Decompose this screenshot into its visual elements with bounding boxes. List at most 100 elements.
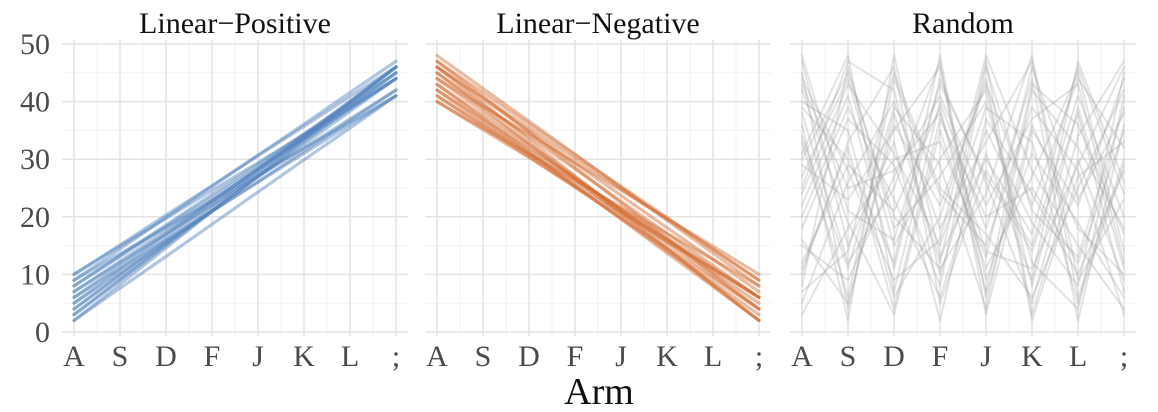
series-line-7	[72, 76, 398, 288]
x-tick-label: D	[155, 340, 177, 373]
series-line-20	[801, 54, 1125, 310]
series-line-26	[801, 71, 1125, 299]
series-line-7	[435, 94, 761, 299]
x-tick-label: K	[293, 340, 315, 373]
series-line-3	[435, 71, 761, 323]
series-line-14	[72, 94, 398, 282]
panel-1: Linear−Positive A S D F J K L;	[62, 7, 408, 373]
series-line-27	[801, 54, 1125, 299]
series-line-22	[801, 89, 1125, 310]
series-line-15	[801, 66, 1125, 299]
x-tick-label: A	[63, 340, 85, 373]
series-line-16	[801, 77, 1125, 322]
series-line-12	[72, 76, 398, 294]
panel-2: Linear−Negative A S D F J K L;	[425, 7, 771, 373]
series-line-18	[435, 65, 761, 294]
x-tick-label: S	[112, 340, 129, 373]
y-tick-label: 30	[20, 143, 50, 176]
y-axis: 0 10 20 30 40 50	[20, 28, 50, 349]
series-line-28	[801, 77, 1125, 305]
series-line-18	[801, 60, 1125, 287]
x-tick-label: J	[252, 340, 264, 373]
x-tick-label: D	[518, 340, 540, 373]
series-line-21	[801, 60, 1125, 299]
x-tick-label: F	[567, 340, 584, 373]
series-line-5	[435, 82, 761, 305]
series-line-14	[801, 66, 1125, 310]
series-line-1	[72, 65, 398, 323]
series-line-2	[435, 65, 761, 323]
series-line-10	[435, 59, 761, 282]
series-line-16	[72, 94, 398, 323]
series-line-8	[801, 66, 1125, 287]
x-tick-label: L	[341, 340, 359, 373]
x-tick-label: L	[1069, 340, 1087, 373]
x-tick-label: ;	[392, 340, 400, 373]
series-line-25	[801, 83, 1125, 305]
series-line-23	[801, 117, 1125, 310]
series-line-24	[801, 54, 1125, 293]
x-tick-label: L	[704, 340, 722, 373]
series-line-6	[72, 88, 398, 294]
series-line-4	[435, 76, 761, 311]
series-line-7	[801, 71, 1125, 316]
facet-title: Linear−Positive	[139, 7, 331, 40]
series-line-14	[435, 82, 761, 323]
series-line-9	[801, 77, 1125, 316]
series-line-30	[801, 66, 1125, 270]
series-line-3	[801, 66, 1125, 305]
y-tick-label: 10	[20, 258, 50, 291]
x-tick-label: F	[204, 340, 221, 373]
series-line-1	[801, 60, 1125, 316]
y-tick-label: 20	[20, 201, 50, 234]
series-line-13	[801, 54, 1125, 322]
series-line-11	[72, 65, 398, 305]
series-line-5	[72, 94, 398, 299]
series-line-13	[435, 76, 761, 276]
series-line-1	[435, 59, 761, 311]
series-line-17	[801, 83, 1125, 282]
series-line-17	[435, 99, 761, 299]
x-axis-label: Arm	[564, 371, 634, 412]
series-line-15	[72, 71, 398, 299]
series-line-12	[435, 71, 761, 299]
series-line-12	[801, 83, 1125, 293]
x-tick-label: A	[426, 340, 448, 373]
facet-title: Linear−Negative	[496, 7, 699, 40]
x-tick-label: S	[840, 340, 857, 373]
x-tick-label: A	[791, 340, 813, 373]
series-line-29	[801, 54, 1125, 282]
y-tick-label: 0	[35, 316, 50, 349]
x-tick-label: D	[883, 340, 905, 373]
series-line-19	[801, 66, 1125, 316]
series-line-10	[801, 60, 1125, 305]
series-line-9	[72, 65, 398, 276]
series-line-11	[801, 60, 1125, 322]
series-line-17	[72, 71, 398, 288]
x-tick-label: J	[615, 340, 627, 373]
series-line-3	[72, 76, 398, 311]
series-line-5	[801, 77, 1125, 287]
series-line-4	[72, 88, 398, 305]
series-line-4	[801, 60, 1125, 316]
series-line-2	[801, 54, 1125, 322]
series-line-13	[72, 65, 398, 311]
series-line-16	[435, 94, 761, 311]
series-line-11	[435, 65, 761, 282]
series-line-6	[801, 60, 1125, 305]
facet-title: Random	[912, 7, 1014, 40]
x-tick-label: S	[475, 340, 492, 373]
series-line-8	[72, 59, 398, 282]
x-tick-label: J	[980, 340, 992, 373]
y-tick-label: 40	[20, 86, 50, 119]
x-tick-label: K	[656, 340, 678, 373]
series-line-9	[435, 53, 761, 288]
series-line-10	[72, 71, 398, 317]
y-tick-label: 50	[20, 28, 50, 61]
x-tick-label: F	[932, 340, 949, 373]
series-line-6	[435, 88, 761, 299]
series-line-8	[435, 99, 761, 288]
x-tick-label: K	[1021, 340, 1043, 373]
